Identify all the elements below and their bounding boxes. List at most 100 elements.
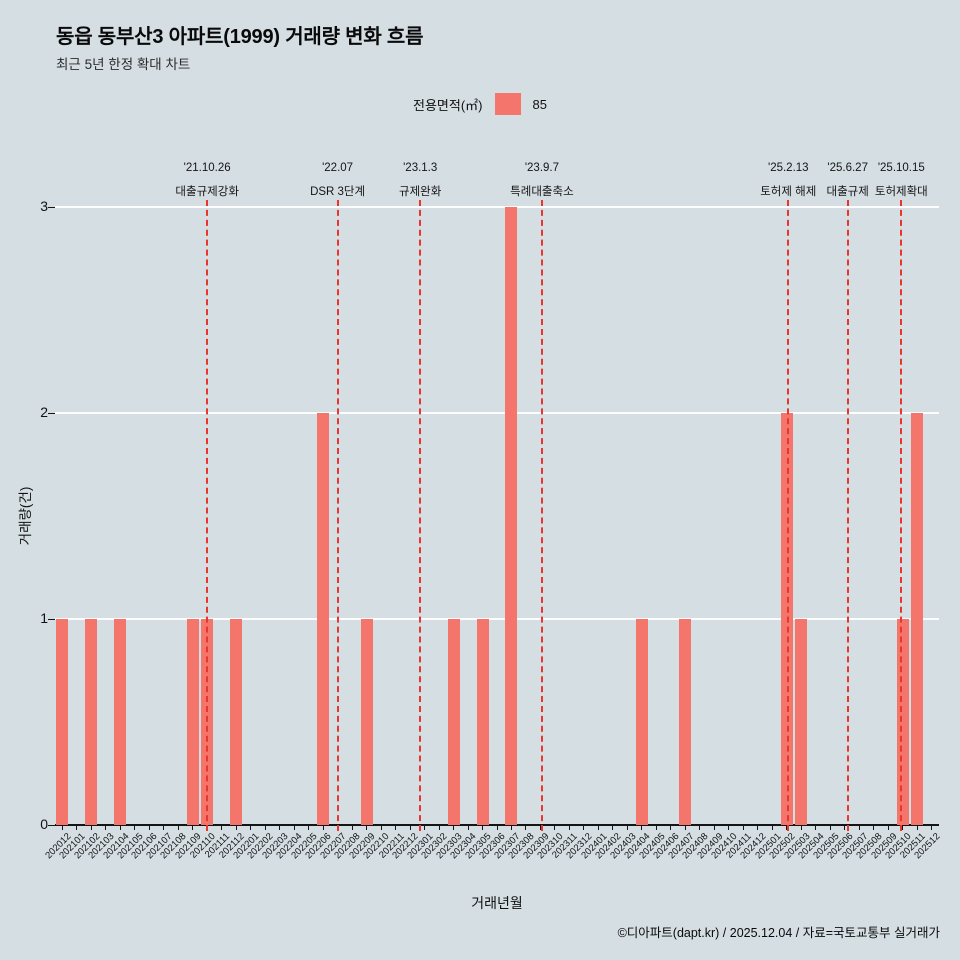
annotation-label: 특례대출축소 bbox=[510, 186, 574, 198]
gridline-y3 bbox=[55, 206, 939, 208]
annotation-date: '22.07 bbox=[322, 162, 354, 174]
x-tick-mark bbox=[395, 825, 397, 830]
x-tick-mark bbox=[554, 825, 556, 830]
x-tick-mark bbox=[235, 825, 237, 830]
legend-swatch bbox=[494, 93, 521, 115]
annotation-line-6 bbox=[846, 200, 849, 831]
x-tick-mark bbox=[409, 825, 411, 830]
bar-202503 bbox=[795, 619, 808, 825]
x-tick-mark bbox=[438, 825, 440, 830]
annotation-label: DSR 3단계 bbox=[310, 186, 366, 198]
bar-202305 bbox=[476, 619, 489, 825]
x-tick-mark bbox=[713, 825, 715, 830]
x-tick-mark bbox=[467, 825, 469, 830]
x-tick-mark bbox=[192, 825, 194, 830]
x-tick-mark bbox=[858, 825, 860, 830]
y-tick-label: 3 bbox=[40, 198, 48, 214]
x-tick-mark bbox=[829, 825, 831, 830]
x-tick-mark bbox=[177, 825, 179, 830]
x-tick-mark bbox=[742, 825, 744, 830]
y-tick-mark bbox=[48, 207, 55, 208]
bar-202206 bbox=[317, 413, 330, 825]
x-tick-mark bbox=[351, 825, 353, 830]
bar-202109 bbox=[186, 619, 199, 825]
x-tick-mark bbox=[684, 825, 686, 830]
x-tick-mark bbox=[148, 825, 150, 830]
annotation-line-4 bbox=[540, 200, 543, 831]
x-tick-mark bbox=[453, 825, 455, 830]
annotation-label: 토허제 해제 bbox=[760, 186, 817, 198]
y-tick-label: 2 bbox=[40, 404, 48, 420]
x-tick-mark bbox=[61, 825, 63, 830]
x-tick-mark bbox=[583, 825, 585, 830]
legend-title: 전용면적(㎡) bbox=[413, 97, 483, 113]
annotation-label: 대출규제 bbox=[826, 186, 869, 198]
x-tick-mark bbox=[424, 825, 426, 830]
bar-202510 bbox=[896, 619, 909, 825]
annotation-date: '25.2.13 bbox=[767, 162, 809, 174]
legend-value: 85 bbox=[532, 96, 547, 112]
legend: 전용면적(㎡) 85 bbox=[413, 93, 547, 115]
annotation-date: '23.9.7 bbox=[524, 162, 560, 174]
x-tick-mark bbox=[221, 825, 223, 830]
x-tick-mark bbox=[163, 825, 165, 830]
x-tick-mark bbox=[612, 825, 614, 830]
annotation-date: '25.6.27 bbox=[827, 162, 868, 174]
x-tick-mark bbox=[539, 825, 541, 830]
annotation-line-3 bbox=[419, 200, 422, 831]
x-tick-mark bbox=[119, 825, 121, 830]
x-tick-mark bbox=[482, 825, 483, 830]
x-tick-mark bbox=[728, 825, 730, 830]
x-tick-mark bbox=[293, 825, 295, 830]
x-tick-mark bbox=[887, 825, 889, 830]
x-tick-mark bbox=[670, 825, 672, 830]
x-tick-mark bbox=[105, 825, 107, 830]
y-tick-mark bbox=[48, 619, 55, 620]
plot-area bbox=[48, 206, 939, 830]
x-tick-mark bbox=[757, 825, 759, 830]
bar-202112 bbox=[230, 619, 243, 825]
x-tick-mark bbox=[510, 825, 512, 830]
x-tick-mark bbox=[250, 825, 252, 830]
x-tick-mark bbox=[496, 825, 498, 830]
x-tick-mark bbox=[597, 825, 599, 830]
y-tick-mark bbox=[48, 413, 55, 414]
x-tick-mark bbox=[76, 825, 78, 830]
x-axis-title: 거래년월 bbox=[471, 895, 523, 911]
bar-202307 bbox=[505, 207, 518, 825]
x-tick-mark bbox=[322, 825, 324, 830]
x-tick-mark bbox=[134, 825, 136, 830]
x-tick-mark bbox=[90, 825, 92, 830]
y-axis-title: 거래량(건) bbox=[18, 486, 33, 546]
x-tick-mark bbox=[641, 825, 643, 830]
bar-202209 bbox=[360, 619, 373, 825]
x-tick-mark bbox=[308, 825, 310, 830]
gridline-y2 bbox=[55, 412, 939, 414]
x-tick-mark bbox=[699, 825, 701, 830]
bar-202502 bbox=[780, 413, 793, 825]
annotation-line-7 bbox=[900, 200, 903, 831]
annotation-date: '21.10.26 bbox=[183, 162, 231, 174]
x-tick-mark bbox=[568, 825, 570, 830]
x-tick-mark bbox=[771, 825, 773, 830]
annotation-date: '25.10.15 bbox=[877, 162, 925, 174]
chart-title: 동읍 동부산3 아파트(1999) 거래량 변화 흐름 bbox=[56, 26, 424, 48]
gridline-y1 bbox=[55, 618, 939, 620]
x-tick-mark bbox=[916, 825, 918, 830]
x-tick-mark bbox=[844, 825, 846, 830]
x-tick-mark bbox=[902, 825, 904, 830]
annotation-line-2 bbox=[336, 200, 339, 831]
x-tick-mark bbox=[366, 825, 368, 830]
x-tick-mark bbox=[931, 825, 933, 830]
annotation-line-5 bbox=[787, 200, 790, 831]
chart-subtitle: 최근 5년 한정 확대 차트 bbox=[56, 57, 191, 72]
y-tick-label: 0 bbox=[40, 816, 48, 832]
x-tick-mark bbox=[800, 825, 802, 830]
bar-202102 bbox=[85, 619, 98, 825]
x-tick-mark bbox=[786, 825, 788, 830]
bar-202303 bbox=[447, 619, 460, 825]
y-tick-label: 1 bbox=[40, 610, 48, 626]
bar-202511 bbox=[911, 413, 924, 825]
x-tick-mark bbox=[626, 825, 628, 830]
